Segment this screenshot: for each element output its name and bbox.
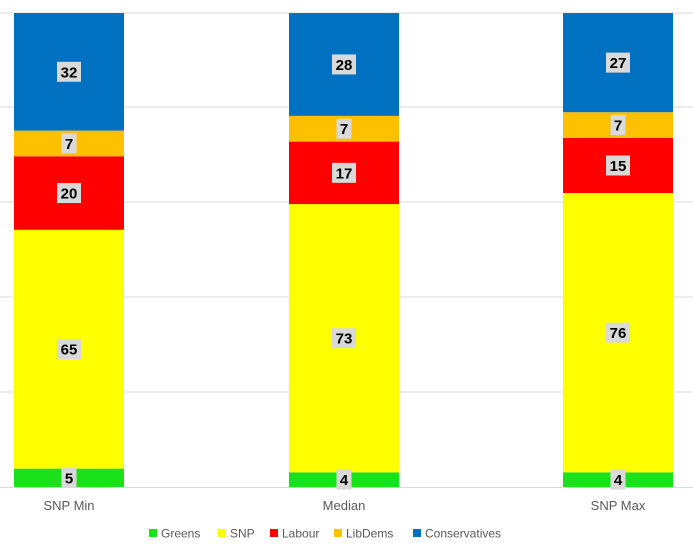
data-label-greens: 5 <box>61 467 77 488</box>
data-label-text: 15 <box>610 158 627 175</box>
legend-item-snp: SNP <box>218 527 255 541</box>
data-label-text: 73 <box>336 331 353 348</box>
data-label-text: 76 <box>610 325 627 342</box>
x-tick-label: Median <box>323 498 366 513</box>
x-axis: SNP Min Median SNP Max <box>0 487 693 513</box>
data-label-text: 7 <box>340 121 348 138</box>
data-label-box <box>606 322 630 343</box>
data-label-box <box>57 61 81 82</box>
data-label-greens: 4 <box>336 469 352 490</box>
data-label-text: 4 <box>614 472 623 489</box>
data-label-libdems: 7 <box>61 133 77 154</box>
data-label-box <box>332 54 356 75</box>
legend-item-labour: Labour <box>270 527 319 541</box>
data-label-conservatives: 32 <box>57 61 81 82</box>
data-label-labour: 20 <box>57 183 81 204</box>
data-label-labour: 15 <box>606 155 630 176</box>
legend-label: Conservatives <box>425 527 501 541</box>
data-label-conservatives: 27 <box>606 52 630 73</box>
bar-stacks <box>14 13 673 487</box>
legend-swatch <box>270 529 278 537</box>
data-label-labour: 17 <box>332 162 356 183</box>
legend-label: Greens <box>161 527 200 541</box>
data-label-text: 7 <box>65 136 73 153</box>
data-label-box <box>606 52 630 73</box>
data-label-box <box>57 183 81 204</box>
data-label-libdems: 7 <box>610 115 626 136</box>
data-label-text: 5 <box>65 470 73 487</box>
data-label-snp: 76 <box>606 322 630 343</box>
data-label-box <box>61 467 77 488</box>
data-label-text: 32 <box>61 64 78 81</box>
data-label-text: 28 <box>336 57 353 74</box>
bar-stack-snp-min <box>14 13 124 487</box>
legend: Greens SNP Labour LibDems Conservatives <box>149 527 501 541</box>
data-label-text: 27 <box>610 55 627 72</box>
bar-stack-median <box>289 13 399 487</box>
legend-label: LibDems <box>346 527 393 541</box>
data-label-box <box>332 328 356 349</box>
data-label-box <box>336 469 352 490</box>
legend-label: Labour <box>282 527 319 541</box>
data-label-text: 17 <box>336 165 353 182</box>
x-tick-label: SNP Max <box>591 498 646 513</box>
legend-swatch <box>149 529 157 537</box>
data-label-box <box>57 339 81 360</box>
data-label-box <box>61 133 77 154</box>
data-label-text: 65 <box>61 342 78 359</box>
legend-item-greens: Greens <box>149 527 200 541</box>
legend-swatch <box>413 529 421 537</box>
legend-swatch <box>218 529 226 537</box>
data-label-libdems: 7 <box>336 118 352 139</box>
legend-swatch <box>334 529 342 537</box>
data-label-conservatives: 28 <box>332 54 356 75</box>
data-label-box <box>332 162 356 183</box>
x-tick-label: SNP Min <box>43 498 94 513</box>
data-labels: 5 65 20 7 32 4 73 17 7 28 4 76 15 7 27 <box>57 52 630 490</box>
legend-label: SNP <box>230 527 255 541</box>
data-label-text: 7 <box>614 118 622 135</box>
data-label-box <box>610 115 626 136</box>
data-label-box <box>606 155 630 176</box>
data-label-snp: 73 <box>332 328 356 349</box>
bar-stack-snp-max <box>563 13 673 487</box>
data-label-text: 20 <box>61 186 78 203</box>
legend-item-libdems: LibDems <box>334 527 393 541</box>
data-label-snp: 65 <box>57 339 81 360</box>
data-label-text: 4 <box>340 472 349 489</box>
data-label-box <box>610 469 626 490</box>
data-label-box <box>336 118 352 139</box>
data-label-greens: 4 <box>610 469 626 490</box>
legend-item-conservatives: Conservatives <box>413 527 501 541</box>
